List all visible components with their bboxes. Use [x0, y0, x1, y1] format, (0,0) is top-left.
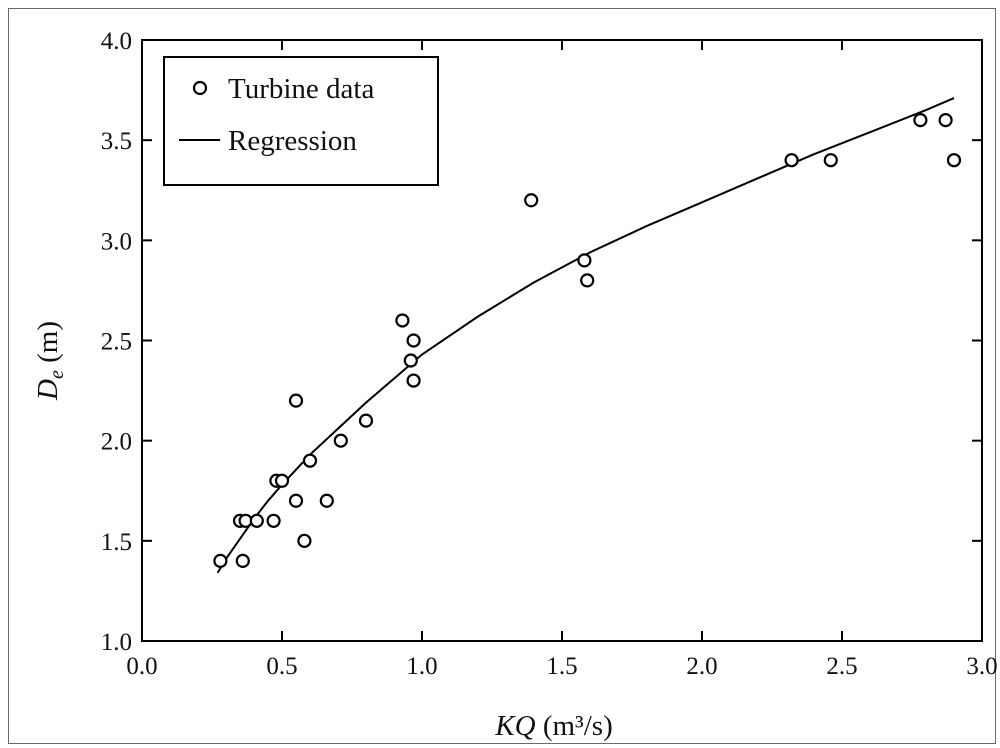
y-tick-label: 1.0: [101, 629, 132, 656]
legend-marker-swatch: [192, 80, 208, 96]
data-point: [580, 273, 595, 288]
data-point: [333, 433, 348, 448]
x-axis-label-main: KQ: [494, 710, 535, 742]
x-tick-label: 0.0: [126, 653, 157, 680]
x-tick-label: 0.5: [266, 653, 297, 680]
data-points-layer: [213, 113, 962, 568]
data-point: [577, 253, 592, 268]
data-point: [406, 373, 421, 388]
x-tick-label: 1.0: [406, 653, 437, 680]
y-tick-label: 2.5: [101, 329, 132, 356]
y-tick-label: 4.0: [101, 28, 132, 55]
x-tick-label: 2.5: [826, 653, 857, 680]
y-tick-label: 1.5: [101, 529, 132, 556]
data-point: [319, 493, 334, 508]
x-tick-label: 3.0: [966, 653, 997, 680]
data-point: [249, 513, 264, 528]
y-tick-label: 3.0: [101, 228, 132, 255]
data-point: [823, 153, 838, 168]
data-point: [406, 333, 421, 348]
y-tick-label: 3.5: [101, 128, 132, 155]
data-point: [938, 113, 953, 128]
data-point: [274, 473, 290, 488]
legend: Turbine data Regression: [163, 56, 439, 186]
x-tick-label: 2.0: [686, 653, 717, 680]
y-axis-label-subscript: e: [46, 370, 68, 379]
legend-box: [163, 56, 439, 186]
data-point: [395, 313, 410, 328]
x-axis-label-unit: (m³/s): [536, 710, 613, 742]
data-point: [266, 513, 281, 528]
data-point: [784, 153, 799, 168]
chart-frame: 0.0 0.5 1.0 1.5 2.0 2.5 3.0 1.0 1.5 2.0 2.5 3.0 3.5 4…: [8, 8, 997, 744]
data-point: [946, 153, 962, 168]
data-point: [235, 553, 250, 568]
data-point: [302, 453, 318, 468]
data-point: [403, 353, 418, 368]
data-point: [913, 113, 928, 128]
x-tick-label: 1.5: [546, 653, 577, 680]
data-point: [297, 533, 312, 548]
data-point: [524, 193, 539, 208]
data-point: [213, 553, 228, 568]
data-point: [288, 493, 304, 508]
y-axis-label-main: D: [32, 379, 64, 401]
y-axis-label: De (m): [32, 321, 68, 401]
data-point: [288, 393, 304, 408]
legend-entry-label: Regression: [228, 125, 357, 157]
y-tick-label: 2.0: [101, 429, 132, 456]
y-axis-label-unit: (m): [32, 321, 64, 370]
scatter-chart: 0.0 0.5 1.0 1.5 2.0 2.5 3.0 1.0 1.5 2.0 2.5 3.0 3.5 4…: [32, 28, 997, 742]
axis-labels: KQ (m³/s) De (m): [32, 321, 613, 742]
x-axis-label: KQ (m³/s): [494, 710, 612, 742]
legend-entry-label: Turbine data: [228, 73, 374, 105]
ticks-layer: 0.0 0.5 1.0 1.5 2.0 2.5 3.0 1.0 1.5 2.0 2.5 3.0 3.5 4…: [101, 28, 997, 680]
data-point: [358, 413, 374, 428]
